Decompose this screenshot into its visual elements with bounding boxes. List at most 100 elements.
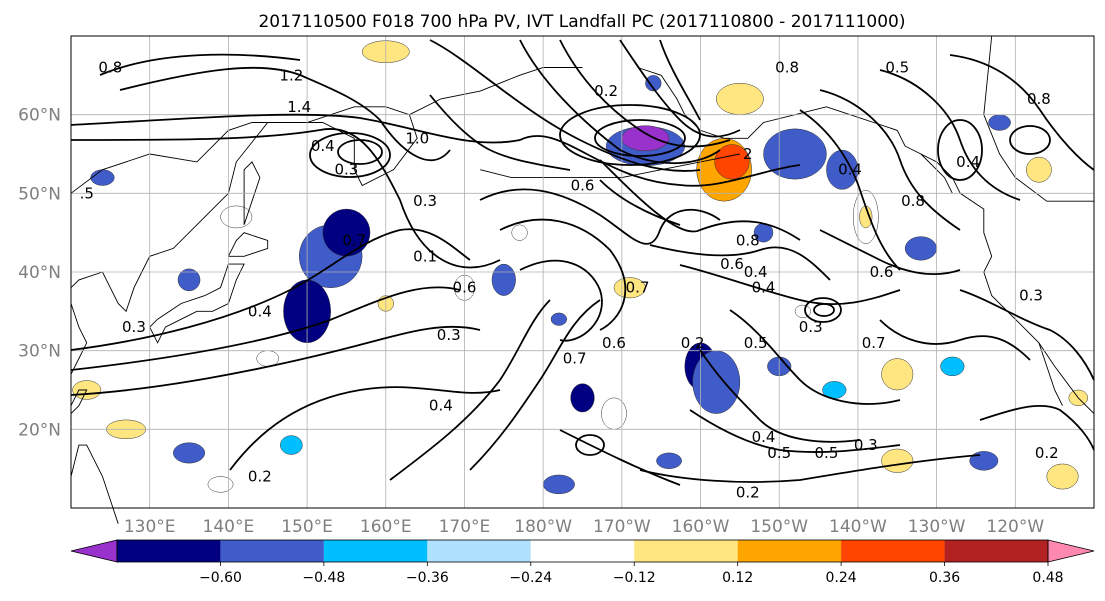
contour-value-label: 1.2 <box>279 66 303 84</box>
longitude-tick-label: 130°W <box>908 517 966 537</box>
ivt-contour-loop <box>937 119 983 181</box>
coastline <box>1038 342 1063 406</box>
graticule <box>71 36 1094 508</box>
ivt-contour-loop <box>337 139 383 165</box>
contour-value-label: 0.5 <box>815 444 839 462</box>
ivt-contour-line <box>649 244 831 281</box>
longitude-tick-label: 160°W <box>672 517 730 537</box>
ivt-contour-line <box>599 159 801 241</box>
pv-anomaly-patch <box>969 451 999 471</box>
colorbar-tick-label: 0.24 <box>826 570 857 586</box>
contour-value-label: 1.0 <box>405 129 429 147</box>
pv-anomaly-patch <box>173 442 206 464</box>
ivt-contour-line <box>70 228 471 351</box>
ivt-contour-line <box>519 39 721 165</box>
pv-anomaly-patch <box>794 304 811 318</box>
pv-anomaly-patch <box>645 75 662 92</box>
coastline <box>70 303 88 375</box>
ivt-contour-line <box>389 299 551 481</box>
map-frame <box>70 35 1095 509</box>
contour-value-label: 0.4 <box>744 263 768 281</box>
pv-anomaly-patch <box>177 268 201 292</box>
coastline <box>480 153 740 179</box>
ivt-contour-line <box>699 349 861 443</box>
contour-value-label: 0.3 <box>334 161 358 179</box>
pv-anomaly-patch <box>207 476 234 493</box>
contour-value-label: 0.4 <box>838 161 862 179</box>
coastline <box>149 263 245 344</box>
ivt-contour-line <box>70 286 461 371</box>
contour-value-label: 0.7 <box>862 334 886 352</box>
ivt-contour-line <box>619 39 741 138</box>
ivt-contour-line <box>119 66 451 162</box>
latitude-tick-label: 50°N <box>18 184 61 204</box>
pv-anomaly-patch <box>550 312 568 326</box>
colorbar-tick-label: −0.24 <box>509 570 552 586</box>
colorbar-tick-label: 0.12 <box>722 570 753 586</box>
longitude-tick-label: 180°W <box>514 517 572 537</box>
ivt-contour-line <box>429 94 571 171</box>
colorbar-tick-label: −0.36 <box>406 570 449 586</box>
contour-value-label: 0.5 <box>744 334 768 352</box>
longitude-tick-label: 170°E <box>439 517 491 537</box>
ivt-contour-line <box>599 179 681 226</box>
ivt-contour-line <box>689 409 901 453</box>
ivt-contour-loop <box>813 303 835 317</box>
contour-value-label: .5 <box>80 184 94 202</box>
ivt-contour-line <box>229 386 501 471</box>
latitude-tick-label: 40°N <box>18 263 61 283</box>
contour-value-label: 0.8 <box>775 58 799 76</box>
contour-value-label: 0.4 <box>248 302 272 320</box>
contour-labels: 0.8 1.21.4.50.40.31.00.30.10.70.40.30.60.… <box>80 58 1059 501</box>
contour-value-label: 0.3 <box>1019 287 1043 305</box>
colorbar-tick-label: 0.48 <box>1032 570 1063 586</box>
ivt-contour-line <box>799 109 901 271</box>
pv-anomaly-patch <box>881 358 914 391</box>
contour-value-label: 0.2 <box>594 82 618 100</box>
ivt-contour-line <box>559 429 681 486</box>
contour-value-label: 0.3 <box>437 326 461 344</box>
ivt-contour-line <box>679 264 901 306</box>
ivt-contour-loop <box>575 434 605 456</box>
contour-value-label: 0.4 <box>429 397 453 415</box>
longitude-tick-label: 170°W <box>593 517 651 537</box>
contour-value-label: 0.8 <box>901 192 925 210</box>
colorbar-swatch <box>944 540 1048 562</box>
contour-value-label: 0.3 <box>122 318 146 336</box>
contour-value-label: 0.2 <box>736 483 760 501</box>
map-panel: 0.8 1.21.4.50.40.31.00.30.10.70.40.30.60.… <box>70 35 1095 524</box>
contour-value-label: 0.8 <box>1027 90 1051 108</box>
colorbar-swatch <box>323 540 428 562</box>
longitude-tick-label: 160°E <box>360 517 412 537</box>
longitude-tick-label: 120°W <box>986 517 1044 537</box>
ivt-contour-loop <box>594 119 686 157</box>
contour-value-label: 0.6 <box>571 176 595 194</box>
pv-anomaly-patch <box>542 474 575 495</box>
contour-value-label: 0.4 <box>311 137 335 155</box>
map-title: 2017110500 F018 700 hPa PV, IVT Landfall… <box>258 12 905 32</box>
ivt-contour-line <box>819 229 961 276</box>
colorbar-swatch <box>737 540 842 562</box>
colorbar-tick-label: −0.60 <box>199 570 242 586</box>
latitude-tick-label: 30°N <box>18 342 61 362</box>
colorbar-tick-label: −0.48 <box>302 570 345 586</box>
colorbar-extend-high <box>1047 539 1095 563</box>
contour-value-label: 0.1 <box>413 247 437 265</box>
coastline <box>920 153 953 194</box>
colorbar-swatch <box>427 540 531 562</box>
ivt-contour-loop <box>559 104 701 166</box>
pv-anomaly-patch <box>280 435 303 455</box>
longitude-ticks: 130°E 140°E 150°E 160°E 170°E 180°W 170°W 160°W… <box>124 517 1045 537</box>
coastline <box>70 444 119 524</box>
contour-value-label: 0.8 <box>98 58 122 76</box>
ivt-contour-line <box>729 309 901 405</box>
colorbar-extend-low <box>70 539 118 563</box>
contour-value-label: 0.4 <box>752 279 776 297</box>
contour-value-label: 0.6 <box>602 334 626 352</box>
ivt-contour-line <box>70 113 801 187</box>
latitude-ticks: 20°N 30°N 40°N 50°N 60°N <box>18 106 61 441</box>
ivt-contour-line <box>499 218 627 331</box>
contour-value-label: 0.2 <box>681 334 705 352</box>
